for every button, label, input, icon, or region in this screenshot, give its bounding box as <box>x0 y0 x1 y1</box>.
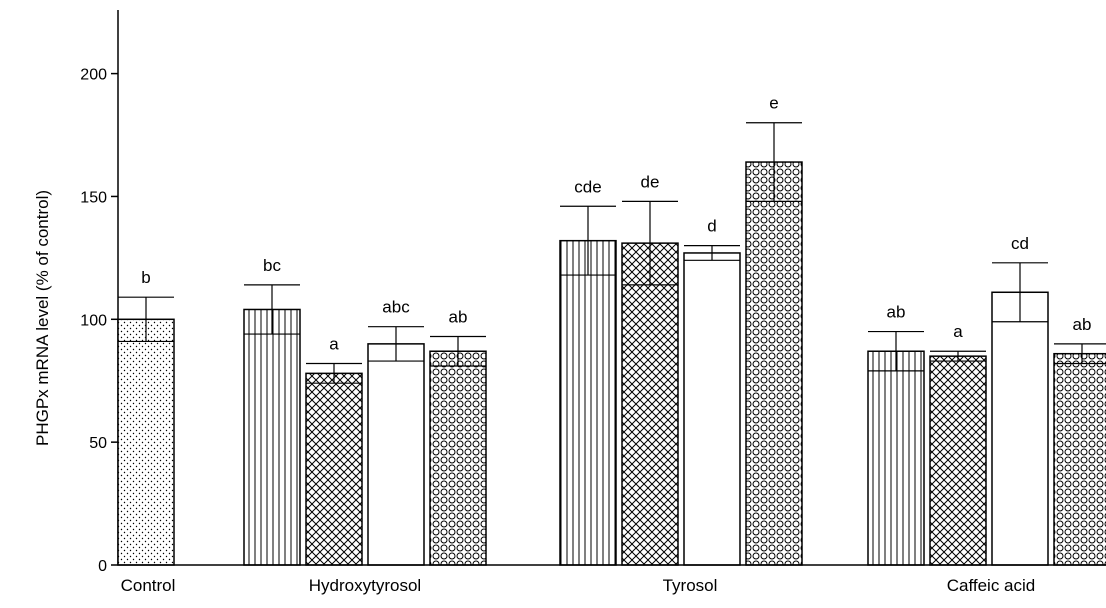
bar <box>243 308 301 566</box>
bar <box>929 355 987 566</box>
y-tick-label: 200 <box>80 67 107 84</box>
bar <box>683 252 741 566</box>
bar <box>117 318 175 566</box>
bar <box>305 372 363 566</box>
significance-label: d <box>707 217 716 236</box>
significance-label: abc <box>382 298 410 317</box>
significance-label: cd <box>1011 234 1029 253</box>
category-label: Control <box>121 576 176 595</box>
significance-label: bc <box>263 256 281 275</box>
bar <box>867 350 925 566</box>
category-label: Tyrosol <box>663 576 718 595</box>
significance-label: b <box>141 268 150 287</box>
bar <box>1053 352 1106 566</box>
bar <box>559 239 617 566</box>
significance-label: ab <box>1073 315 1092 334</box>
y-axis-title: PHGPx mRNA level (% of control) <box>33 190 52 446</box>
bar <box>745 161 803 566</box>
category-label: Caffeic acid <box>947 576 1036 595</box>
y-tick-label: 100 <box>80 312 107 329</box>
significance-label: ab <box>887 303 906 322</box>
significance-label: cde <box>574 177 601 196</box>
x-axis: Control Hydroxytyrosol Tyrosol Caffeic acid <box>118 564 1106 595</box>
bar <box>621 242 679 566</box>
significance-label: a <box>329 335 339 354</box>
y-tick-label: 150 <box>80 189 107 206</box>
significance-label: de <box>641 172 660 191</box>
significance-label: ab <box>449 307 468 326</box>
bar <box>367 343 425 566</box>
significance-label: a <box>953 322 963 341</box>
bar <box>429 350 487 566</box>
significance-label: e <box>769 94 778 113</box>
y-tick-label: 50 <box>89 435 107 452</box>
y-tick-label: 0 <box>98 558 107 575</box>
y-axis: 0 50 100 150 200 <box>80 10 119 575</box>
bar <box>991 291 1049 566</box>
category-label: Hydroxytyrosol <box>309 576 421 595</box>
